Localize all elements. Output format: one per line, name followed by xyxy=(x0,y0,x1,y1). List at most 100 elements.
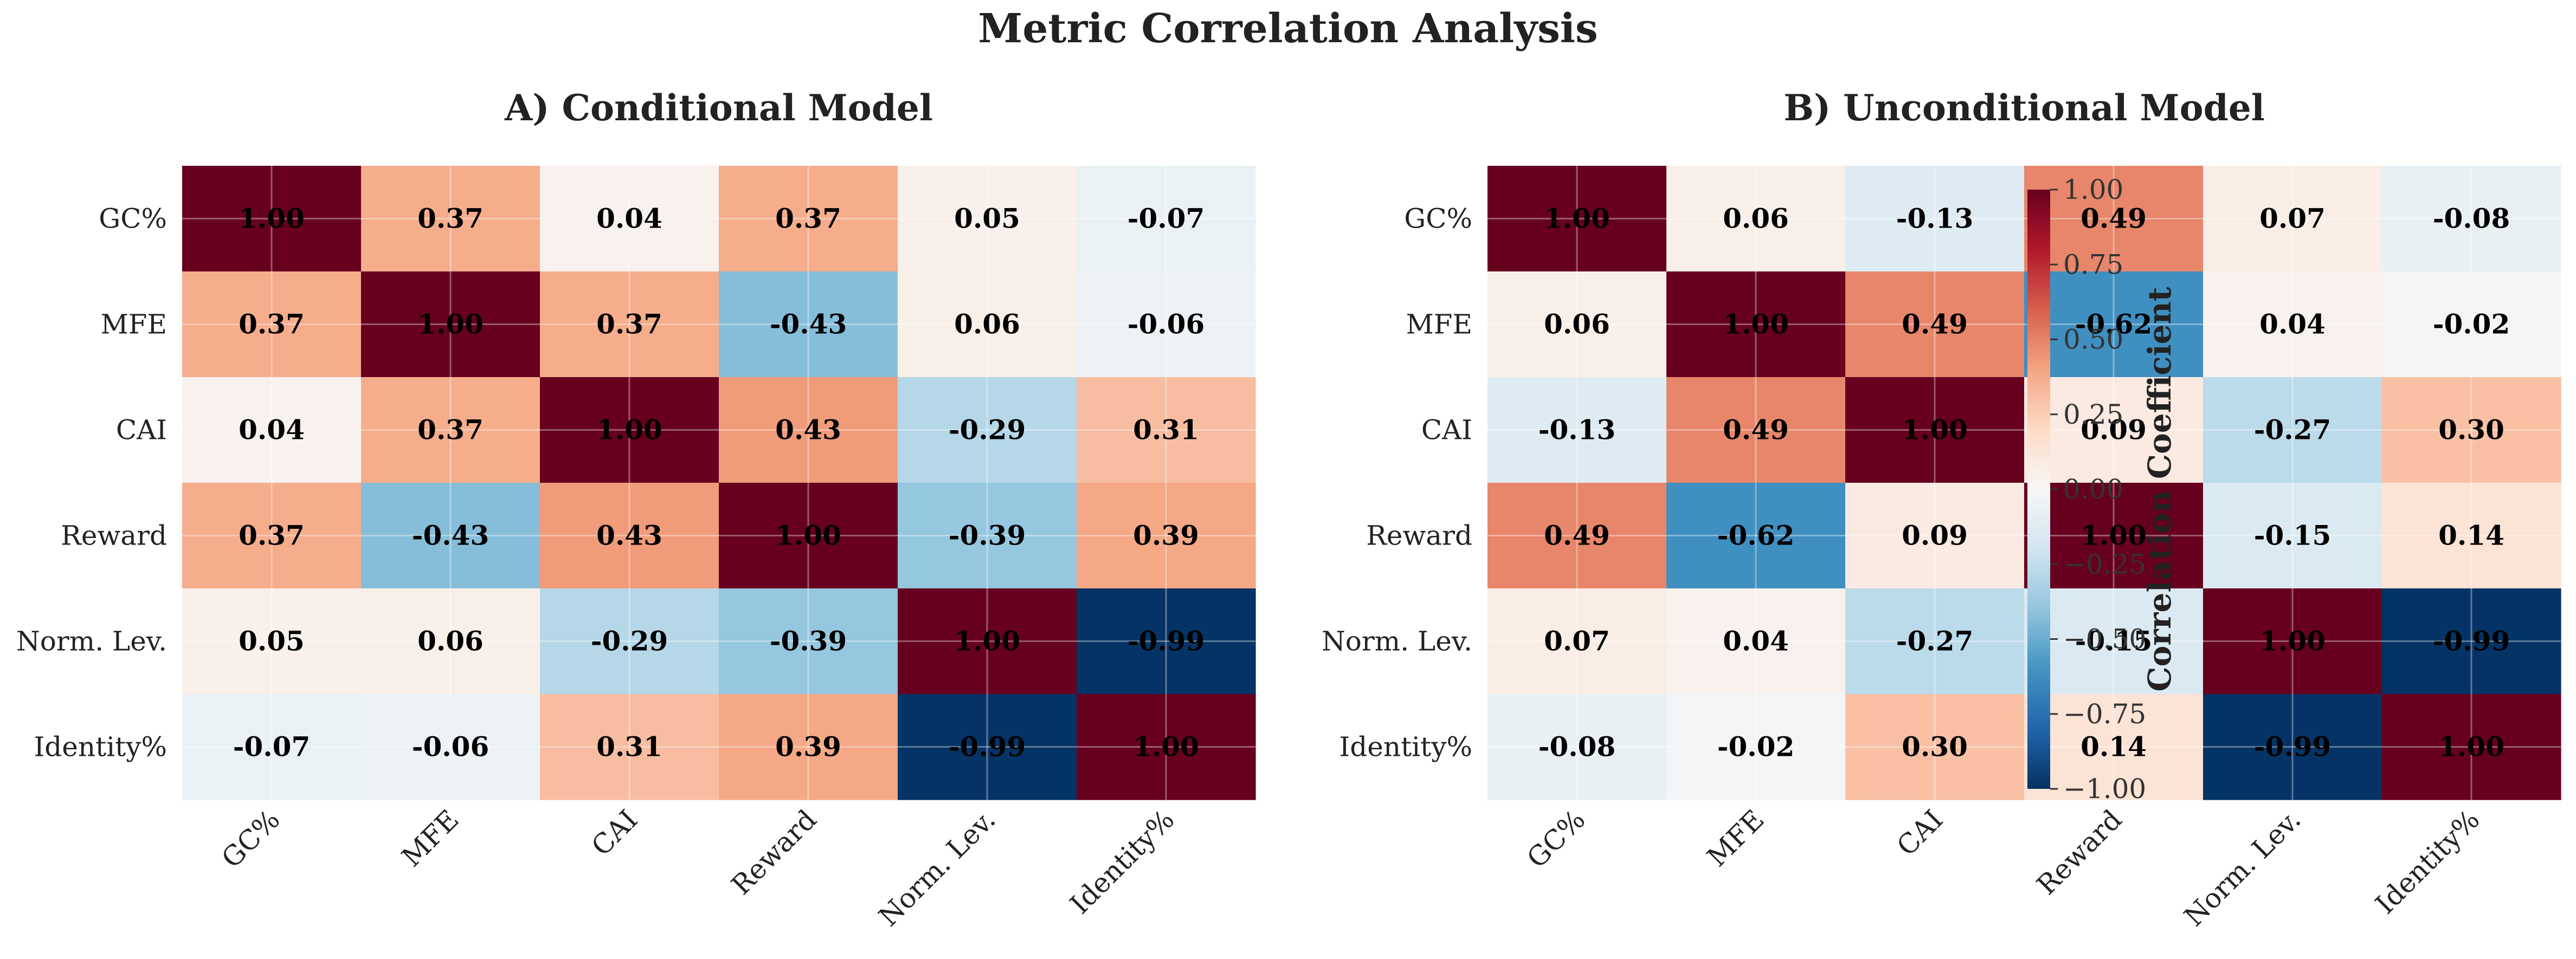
cell-value-label: 1.00 xyxy=(1723,308,1789,340)
y-tick-label: Reward xyxy=(61,520,167,552)
colorbar-gradient xyxy=(2027,190,2050,789)
heatmap-cell xyxy=(1077,377,1256,483)
heatmap-cell xyxy=(2203,483,2382,589)
cell-value-label: -0.62 xyxy=(2075,308,2153,340)
heatmap-cell xyxy=(2024,271,2204,378)
heatmap-cell xyxy=(719,588,898,695)
heatmap-cell xyxy=(2024,483,2204,589)
cell-value-label: 0.14 xyxy=(2081,731,2147,763)
cell-value-label: 0.37 xyxy=(239,308,305,340)
heatmap-cell xyxy=(361,694,540,800)
heatmap-cell xyxy=(1077,694,1256,800)
colorbar-tick-label: 1.00 xyxy=(2063,174,2123,205)
heatmap-cell xyxy=(1077,588,1256,695)
cell-value-label: 0.07 xyxy=(1544,625,1610,657)
heatmap-cell xyxy=(2203,694,2382,800)
heatmap-cell xyxy=(898,271,1077,378)
colorbar-tick-label: −0.50 xyxy=(2063,624,2146,655)
heatmap-cell xyxy=(1487,694,1667,800)
heatmap-cell xyxy=(540,377,719,483)
cell-value-label: -0.39 xyxy=(949,520,1026,552)
heatmap-cell xyxy=(1487,166,1667,272)
heatmap-cell xyxy=(1666,166,1846,272)
colorbar-tick-label: 0.25 xyxy=(2063,399,2123,430)
cell-value-label: 0.05 xyxy=(239,625,305,657)
colorbar: 1.00 0.75 0.50 0.25 0.00 −0.25 −0.50 −0.75 −1.00… xyxy=(2027,174,2178,805)
heatmap-cell xyxy=(898,588,1077,695)
cell-value-label: 1.00 xyxy=(2438,731,2504,763)
cell-value-label: 0.07 xyxy=(2259,203,2326,235)
heatmap-cell xyxy=(361,377,540,483)
cell-value-label: 1.00 xyxy=(1133,731,1199,763)
heatmap-cell xyxy=(2024,377,2204,483)
heatmap-cell xyxy=(540,694,719,800)
heatmap-cell xyxy=(1077,166,1256,272)
cell-value-label: -0.02 xyxy=(2433,308,2510,340)
heatmap-cell xyxy=(1845,166,2025,272)
colorbar-tick-label: −0.75 xyxy=(2063,698,2146,730)
y-tick-label: MFE xyxy=(1406,309,1472,340)
heatmap-cell xyxy=(1845,694,2025,800)
heatmap-cell xyxy=(1077,271,1256,378)
heatmap-cell xyxy=(719,271,898,378)
heatmap-cell xyxy=(2382,377,2561,483)
y-tick-label: CAI xyxy=(116,414,167,446)
cell-value-label: 0.14 xyxy=(2438,520,2504,552)
cell-value-label: 0.06 xyxy=(1723,203,1789,235)
colorbar-label: Correlation Coefficient xyxy=(2141,287,2178,691)
y-tick-label: Norm. Lev. xyxy=(1322,626,1472,657)
cell-value-label: 0.31 xyxy=(1133,414,1199,446)
heatmap-cell xyxy=(1845,377,2025,483)
cell-value-label: 0.09 xyxy=(2081,414,2147,446)
cell-value-label: 0.37 xyxy=(239,520,305,552)
heatmap-cell xyxy=(1487,377,1667,483)
cell-value-label: -0.02 xyxy=(1717,731,1795,763)
heatmap-cell xyxy=(1487,483,1667,589)
colorbar-tick-label: −1.00 xyxy=(2063,773,2146,805)
heatmap-cell xyxy=(1487,588,1667,695)
cell-value-label: 0.39 xyxy=(1133,520,1199,552)
cell-value-label: 1.00 xyxy=(239,203,305,235)
heatmap-cell xyxy=(182,694,362,800)
colorbar-tick-label: 0.50 xyxy=(2063,324,2123,355)
cell-value-label: 0.37 xyxy=(775,203,841,235)
cell-value-label: 0.06 xyxy=(1544,308,1610,340)
heatmap-cell xyxy=(2203,377,2382,483)
cell-value-label: 0.49 xyxy=(2081,203,2147,235)
y-tick-label: Norm. Lev. xyxy=(16,626,167,657)
heatmap-cell xyxy=(540,588,719,695)
heatmap-cell xyxy=(898,166,1077,272)
heatmap-cell xyxy=(540,166,719,272)
heatmap-cell xyxy=(361,588,540,695)
heatmap-cell xyxy=(2382,166,2561,272)
heatmap-cell xyxy=(2382,271,2561,378)
y-tick-label: Identity% xyxy=(1339,731,1472,763)
cell-value-label: -0.06 xyxy=(412,731,490,763)
heatmap-cell xyxy=(898,694,1077,800)
cell-value-label: 0.30 xyxy=(2438,414,2504,446)
cell-value-label: 1.00 xyxy=(417,308,484,340)
y-tick-label: Identity% xyxy=(34,731,167,763)
y-tick-label: CAI xyxy=(1421,414,1472,446)
heatmap-cell xyxy=(361,166,540,272)
figure-title: Metric Correlation Analysis xyxy=(978,5,1598,52)
cell-value-label: 0.06 xyxy=(954,308,1020,340)
heatmap-cell xyxy=(2024,166,2204,272)
cell-value-label: 0.49 xyxy=(1902,308,1968,340)
heatmap-cell xyxy=(2203,271,2382,378)
heatmap-cell xyxy=(361,271,540,378)
heatmap-cell xyxy=(1666,483,1846,589)
cell-value-label: 0.06 xyxy=(417,625,484,657)
cell-value-label: -0.99 xyxy=(949,731,1026,763)
cell-value-label: -0.07 xyxy=(1128,203,1205,235)
cell-value-label: -0.29 xyxy=(591,625,668,657)
heatmap-cell xyxy=(1845,588,2025,695)
heatmap-cell xyxy=(2203,166,2382,272)
y-tick-label: GC% xyxy=(1404,203,1472,235)
heatmap-cell xyxy=(2203,588,2382,695)
heatmap-cell xyxy=(182,271,362,378)
cell-value-label: 1.00 xyxy=(1544,203,1610,235)
cell-value-label: -0.08 xyxy=(2433,203,2510,235)
panel-title: B) Unconditional Model xyxy=(1783,87,2265,129)
